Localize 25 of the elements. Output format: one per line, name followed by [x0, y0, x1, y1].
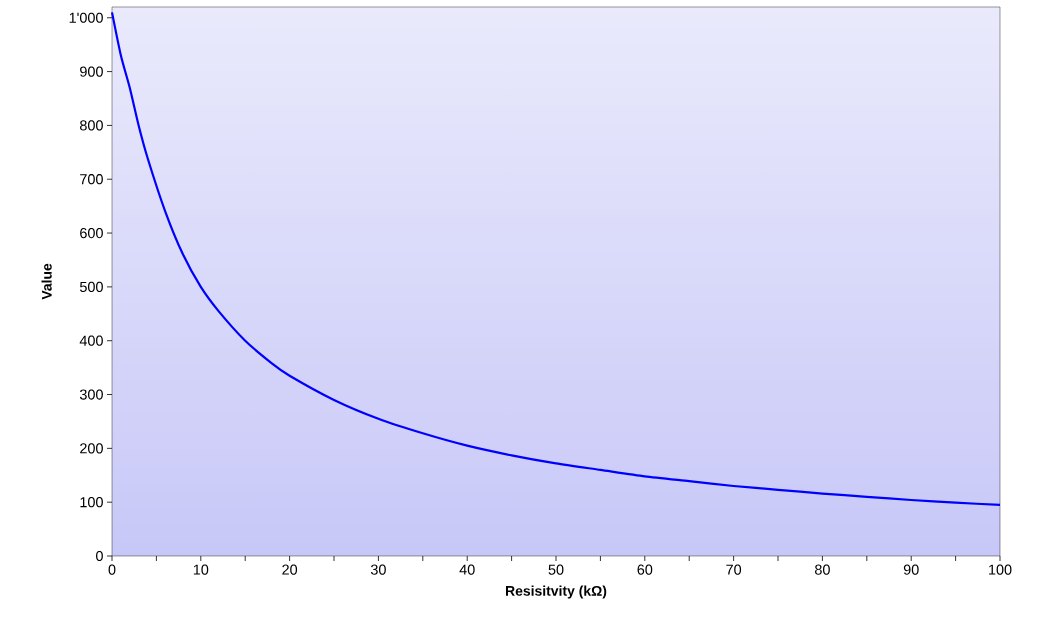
x-tick-label: 70	[726, 564, 742, 575]
y-tick-label: 300	[79, 389, 103, 400]
y-tick-label: 600	[80, 227, 103, 239]
y-tick-label: 200	[80, 443, 103, 454]
y-tick-label: 700	[80, 174, 103, 185]
line-series	[110, 11, 1002, 506]
x-tick-label: 80	[815, 564, 830, 575]
y-tick-label: 0	[96, 550, 103, 562]
x-tick-label: 40	[459, 564, 475, 575]
x-tick-label: 90	[903, 564, 919, 575]
y-tick-label: 1'000	[69, 12, 103, 23]
x-tick-label: 100	[989, 564, 1012, 575]
x-tick-label: 30	[370, 564, 386, 575]
y-tick-label: 900	[80, 66, 103, 77]
x-axis-title: Resisitvity (kΩ)	[506, 585, 607, 599]
x-tick-label: 0	[108, 564, 116, 575]
y-tick-label: 800	[80, 120, 103, 131]
x-tick-label: 60	[637, 564, 653, 575]
x-tick-label: 20	[282, 564, 298, 575]
x-tick-label: 50	[548, 564, 564, 575]
x-tick-label: 10	[193, 564, 209, 575]
y-tick-label: 400	[79, 335, 103, 346]
y-tick-label: 500	[79, 281, 103, 292]
y-axis-title: Value	[41, 263, 52, 300]
y-tick-label: 100	[80, 497, 103, 508]
